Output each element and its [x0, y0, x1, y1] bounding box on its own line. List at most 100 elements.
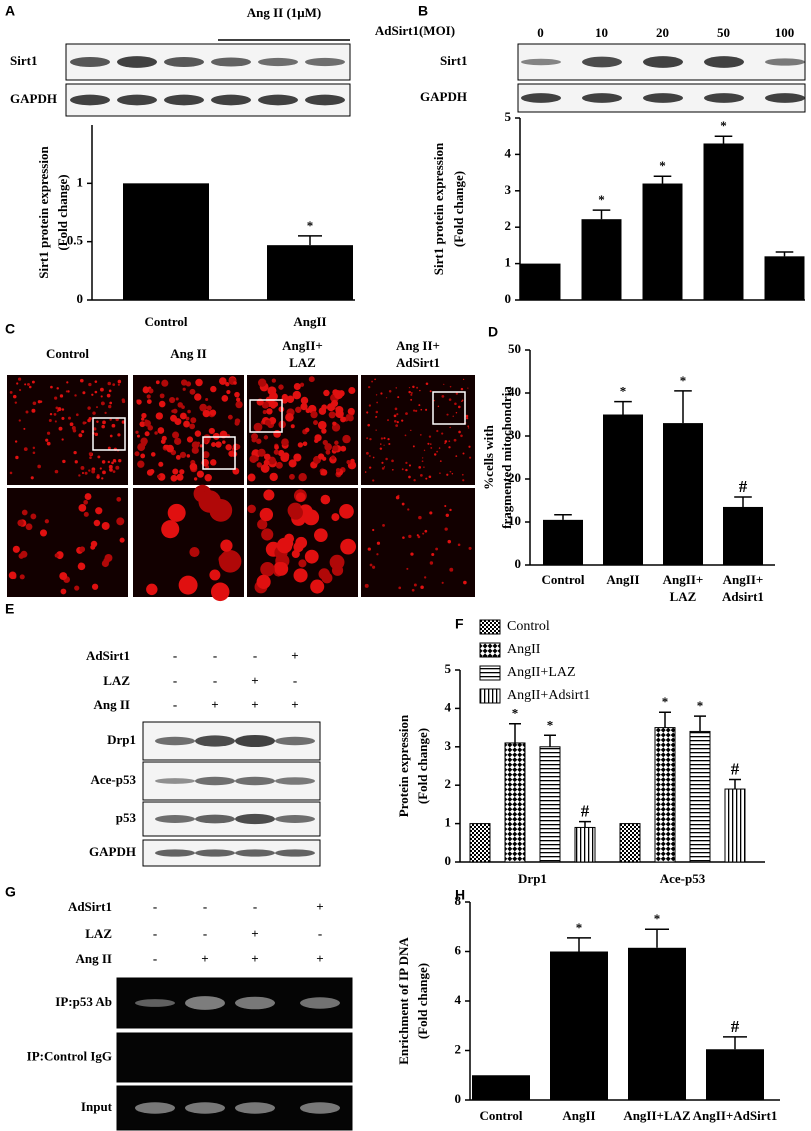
- y-axis-title: %cells with: [481, 424, 496, 489]
- mito-dot: [60, 588, 67, 595]
- mito-dot: [117, 383, 120, 386]
- mito-dot: [171, 409, 175, 413]
- treatment-sign: +: [251, 951, 258, 966]
- y-axis-title: Sirt1 protein expression: [36, 146, 51, 279]
- mito-dot: [401, 502, 405, 506]
- mito-dot: [18, 419, 21, 422]
- mito-dot: [320, 494, 331, 505]
- bar: [550, 951, 608, 1100]
- blot-band: [117, 94, 157, 106]
- mito-dot: [427, 442, 430, 445]
- mito-dot: [260, 464, 270, 473]
- mito-dot: [310, 579, 325, 594]
- mito-dot: [419, 389, 421, 392]
- mito-dot: [375, 429, 377, 431]
- blot-band: [704, 93, 744, 103]
- mito-dot: [185, 416, 190, 421]
- mito-dot: [263, 459, 270, 466]
- mito-dot: [218, 377, 227, 385]
- blot: [65, 43, 351, 81]
- mito-dot: [94, 380, 98, 383]
- y-tick-label: 4: [455, 992, 462, 1007]
- mito-dot: [116, 496, 122, 502]
- mito-dot: [65, 390, 68, 393]
- treatment-name: AdSirt1: [68, 899, 112, 914]
- error-bar: [729, 778, 741, 790]
- error-bar: [714, 135, 733, 144]
- blot-band: [300, 997, 340, 1009]
- mito-dot: [331, 399, 339, 407]
- mito-dot: [379, 447, 383, 450]
- mito-dot: [9, 471, 13, 475]
- treatment-sign: -: [173, 697, 177, 712]
- mito-dot: [323, 389, 330, 397]
- mito-dot: [166, 444, 174, 453]
- mito-dot: [295, 406, 302, 413]
- mito-dot: [101, 521, 110, 530]
- mito-dot: [465, 414, 469, 418]
- gel-label: Input: [81, 1099, 113, 1114]
- error-bar: [298, 235, 322, 246]
- mito-dot: [150, 452, 156, 457]
- blot-band: [275, 777, 315, 785]
- error-bar: [614, 400, 632, 415]
- blot-band: [704, 56, 744, 68]
- bar: [539, 746, 561, 863]
- blot-band: [765, 93, 805, 103]
- legend-label: AngII+LAZ: [507, 665, 576, 680]
- x-tick-label: 0: [537, 25, 544, 40]
- mito-dot: [423, 466, 425, 468]
- blot-band: [275, 849, 315, 857]
- treatment-sign: +: [201, 951, 208, 966]
- mito-dot: [109, 467, 113, 472]
- mito-dot: [82, 421, 86, 425]
- y-tick-label: 5: [505, 109, 512, 124]
- mito-dot: [20, 550, 28, 558]
- treatment-sign: +: [316, 951, 323, 966]
- mito-dot: [258, 378, 267, 387]
- blot-band: [258, 94, 298, 106]
- mito-dot: [257, 519, 268, 530]
- mito-dot: [78, 562, 84, 568]
- legend-label: AngII+Adsirt1: [507, 688, 590, 703]
- mito-dot: [374, 378, 376, 381]
- mito-dot: [468, 445, 471, 448]
- mito-dot: [74, 585, 80, 591]
- mito-dot: [215, 441, 222, 448]
- mito-dot: [396, 421, 399, 424]
- mito-dot: [14, 401, 18, 404]
- blot-band: [117, 56, 157, 68]
- treatment-name: AdSirt1: [86, 648, 130, 663]
- mito-dot: [79, 546, 86, 553]
- mito-dot: [350, 463, 355, 468]
- error-bar: [653, 175, 672, 184]
- blot-band: [275, 815, 315, 823]
- mito-dot: [177, 402, 183, 408]
- mito-dot: [183, 420, 190, 428]
- mito-dot: [78, 474, 81, 477]
- mito-dot: [260, 562, 275, 577]
- mito-dot: [449, 385, 452, 388]
- mito-dot: [408, 387, 411, 389]
- mito-dot: [372, 528, 375, 532]
- mito-dot: [204, 473, 212, 482]
- mito-dot: [444, 442, 446, 444]
- mito-dot: [161, 435, 167, 441]
- mito-dot: [17, 519, 24, 527]
- mito-dot: [202, 451, 210, 459]
- mito-dot: [112, 470, 116, 474]
- treatment-sign: -: [318, 926, 322, 941]
- mito-dot: [410, 398, 413, 401]
- mito-dot: [460, 434, 463, 438]
- mito-dot: [321, 428, 327, 434]
- blot-band: [305, 94, 345, 106]
- mito-dot: [210, 459, 217, 466]
- mito-dot: [415, 409, 418, 413]
- mito-dot: [263, 435, 269, 440]
- mito-dot: [322, 439, 328, 446]
- mito-dot: [317, 420, 327, 430]
- mito-dot: [381, 467, 385, 470]
- mito-dot: [269, 472, 278, 482]
- mito-dot: [408, 534, 412, 539]
- mito-dot: [457, 543, 461, 547]
